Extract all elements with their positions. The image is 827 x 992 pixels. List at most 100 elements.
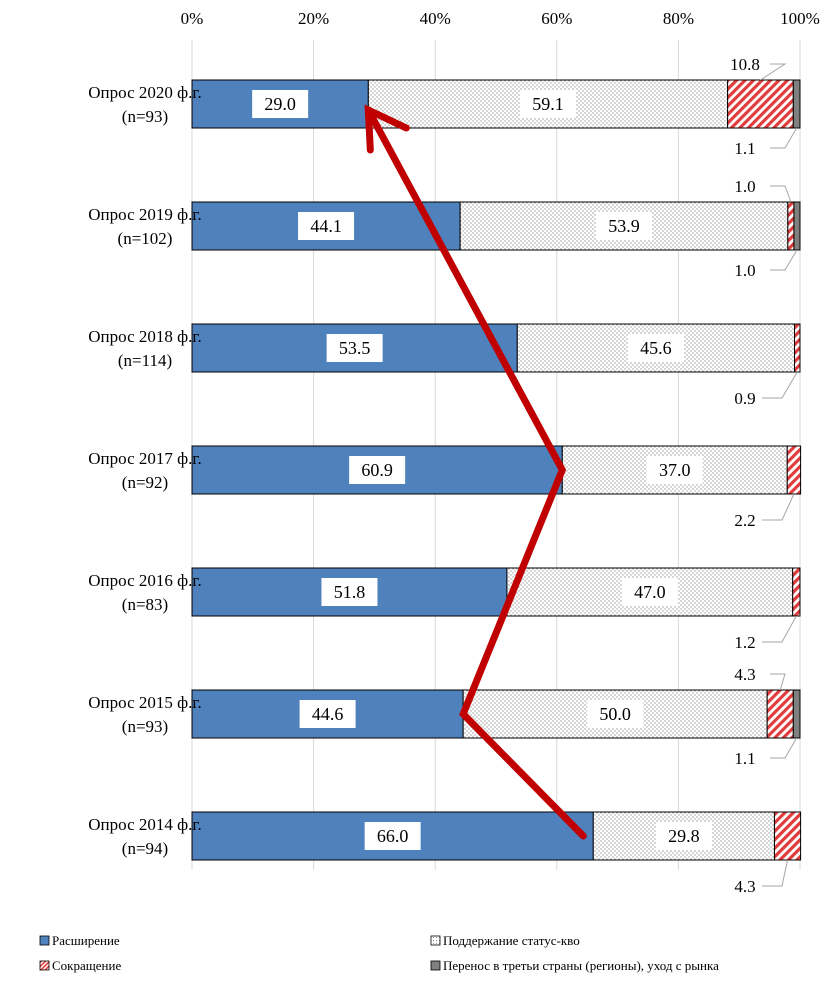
category-sample-size: (n=114) xyxy=(118,351,172,370)
bar-segment-3 xyxy=(794,323,801,373)
data-label: 29.8 xyxy=(668,826,700,846)
data-label: 59.1 xyxy=(532,94,564,114)
category-label: Опрос 2020 ф.г. xyxy=(88,83,201,102)
data-label-box xyxy=(364,822,421,850)
leader-line xyxy=(762,615,797,643)
category-label: Опрос 2015 ф.г. xyxy=(88,693,201,712)
data-label: 10.8 xyxy=(730,55,760,74)
leader-line xyxy=(770,673,786,691)
legend-swatch xyxy=(39,960,50,971)
data-label-box xyxy=(299,700,356,728)
legend-label: Перенос в третьи страны (регионы), уход … xyxy=(443,958,719,973)
data-label-box xyxy=(326,334,383,362)
x-tick-label: 40% xyxy=(420,9,451,28)
x-axis-ticks: 0% 20% 40% 60% 80% 100% xyxy=(181,9,820,28)
legend-swatch xyxy=(39,935,50,946)
legend: Расширение Поддержание статус-кво Сокращен… xyxy=(39,933,719,973)
category-label: Опрос 2018 ф.г. xyxy=(88,327,201,346)
leader-line xyxy=(762,371,798,399)
data-label-box xyxy=(595,212,652,240)
data-label: 37.0 xyxy=(659,460,691,480)
category-sample-size: (n=93) xyxy=(122,107,168,126)
data-label-box xyxy=(349,456,406,484)
data-label: 66.0 xyxy=(377,826,409,846)
trend-arrow-head xyxy=(364,104,410,154)
x-tick-label: 0% xyxy=(181,9,204,28)
bar-segment-1 xyxy=(191,201,461,251)
bar-segment-1 xyxy=(191,323,518,373)
category-sample-size: (n=83) xyxy=(122,595,168,614)
data-label-box xyxy=(621,578,678,606)
bar-segment-3 xyxy=(786,445,802,495)
leader-line xyxy=(770,249,798,271)
bar-segment-4 xyxy=(792,79,801,129)
data-label: 47.0 xyxy=(634,582,666,602)
x-tick-label: 20% xyxy=(298,9,329,28)
data-label: 2.2 xyxy=(734,511,755,530)
data-label: 1.2 xyxy=(734,633,755,652)
bars xyxy=(191,79,802,861)
data-label: 1.0 xyxy=(734,177,755,196)
bar-segment-4 xyxy=(792,689,801,739)
data-label-box xyxy=(321,578,378,606)
data-label: 1.1 xyxy=(734,749,755,768)
data-label-box xyxy=(646,456,703,484)
category-label: Опрос 2019 ф.г. xyxy=(88,205,201,224)
trend-arrow xyxy=(364,104,587,840)
data-label: 45.6 xyxy=(640,338,672,358)
bar-segment-3 xyxy=(727,79,794,129)
legend-label: Сокращение xyxy=(52,958,121,973)
data-label: 53.5 xyxy=(339,338,371,358)
x-tick-label: 60% xyxy=(541,9,572,28)
category-sample-size: (n=94) xyxy=(122,839,168,858)
data-label: 29.0 xyxy=(264,94,296,114)
bar-segment-2 xyxy=(516,323,796,373)
data-label: 50.0 xyxy=(599,704,631,724)
data-label: 4.3 xyxy=(734,665,755,684)
trend-arrow-line xyxy=(364,106,587,840)
legend-swatch xyxy=(430,935,441,946)
data-label: 4.3 xyxy=(734,877,755,896)
data-label-box xyxy=(519,90,576,118)
data-label-box xyxy=(298,212,355,240)
category-sample-size: (n=102) xyxy=(118,229,173,248)
data-label-box xyxy=(587,700,644,728)
bar-segment-3 xyxy=(773,811,802,861)
legend-label: Поддержание статус-кво xyxy=(443,933,580,948)
data-label: 1.0 xyxy=(734,261,755,280)
category-label: Опрос 2016 ф.г. xyxy=(88,571,201,590)
legend-swatch xyxy=(430,960,441,971)
data-label: 51.8 xyxy=(334,582,366,602)
leader-line xyxy=(760,63,787,81)
bar-segment-3 xyxy=(787,201,795,251)
x-tick-label: 80% xyxy=(663,9,694,28)
bar-segment-3 xyxy=(766,689,794,739)
data-label: 44.1 xyxy=(310,216,342,236)
data-label-box xyxy=(252,90,309,118)
data-label: 0.9 xyxy=(734,389,755,408)
leader-line xyxy=(770,185,792,203)
leader-line xyxy=(770,127,798,149)
category-labels: Опрос 2020 ф.г. (n=93) Опрос 2019 ф.г. (n=1… xyxy=(88,83,201,858)
data-label: 44.6 xyxy=(312,704,344,724)
leader-line xyxy=(762,859,789,887)
category-sample-size: (n=93) xyxy=(122,717,168,736)
data-label-box xyxy=(655,822,712,850)
data-label-box xyxy=(627,334,684,362)
x-tick-label: 100% xyxy=(780,9,820,28)
data-label: 1.1 xyxy=(734,139,755,158)
bar-segment-1 xyxy=(191,79,369,129)
legend-label: Расширение xyxy=(52,933,120,948)
leader-line xyxy=(762,493,795,521)
bar-segment-4 xyxy=(793,201,801,251)
category-label: Опрос 2017 ф.г. xyxy=(88,449,201,468)
category-label: Опрос 2014 ф.г. xyxy=(88,815,201,834)
data-labels: 29.0 59.1 10.8 1.1 44.1 53.9 1.0 1.0 53.5 45.6 0.9… xyxy=(252,55,798,896)
data-label: 60.9 xyxy=(361,460,393,480)
leader-line xyxy=(770,737,798,759)
bar-segment-3 xyxy=(792,567,801,617)
category-sample-size: (n=92) xyxy=(122,473,168,492)
data-label: 53.9 xyxy=(608,216,640,236)
